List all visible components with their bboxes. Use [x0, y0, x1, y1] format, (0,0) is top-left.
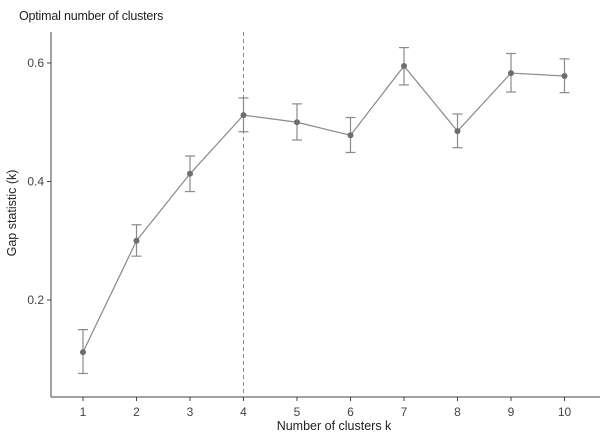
y-tick-label: 0.4	[27, 175, 44, 189]
gap-line	[82, 64, 565, 353]
data-point	[294, 119, 300, 126]
data-series	[80, 62, 568, 356]
x-tick-label: 6	[347, 405, 354, 419]
y-axis-title: Gap statistic (k)	[5, 170, 19, 257]
data-point	[401, 62, 407, 69]
error-bars	[78, 46, 570, 375]
data-point	[454, 128, 461, 135]
x-tick-label: 8	[454, 405, 461, 419]
x-tick-label: 5	[294, 405, 301, 419]
chart-title: Optimal number of clusters	[19, 9, 164, 23]
x-tick-label: 10	[558, 405, 572, 419]
x-tick-label: 3	[187, 405, 194, 419]
axes: 0.2 0.4 0.6 1 2 3 4 5 6 7 8 9 10	[27, 32, 600, 419]
data-point	[561, 73, 568, 80]
data-point	[133, 237, 140, 244]
y-tick-label: 0.2	[27, 293, 44, 307]
x-tick-label: 4	[240, 405, 247, 419]
data-point	[80, 349, 86, 356]
data-point	[508, 70, 514, 77]
data-point	[240, 112, 247, 119]
y-tick-label: 0.6	[27, 56, 44, 70]
data-point	[187, 170, 193, 177]
x-axis-title: Number of clusters k	[277, 419, 392, 433]
x-tick-label: 1	[80, 405, 87, 419]
x-tick-label: 9	[508, 405, 515, 419]
data-point	[347, 132, 354, 139]
x-tick-label: 7	[401, 405, 408, 419]
x-tick-label: 2	[133, 405, 140, 419]
